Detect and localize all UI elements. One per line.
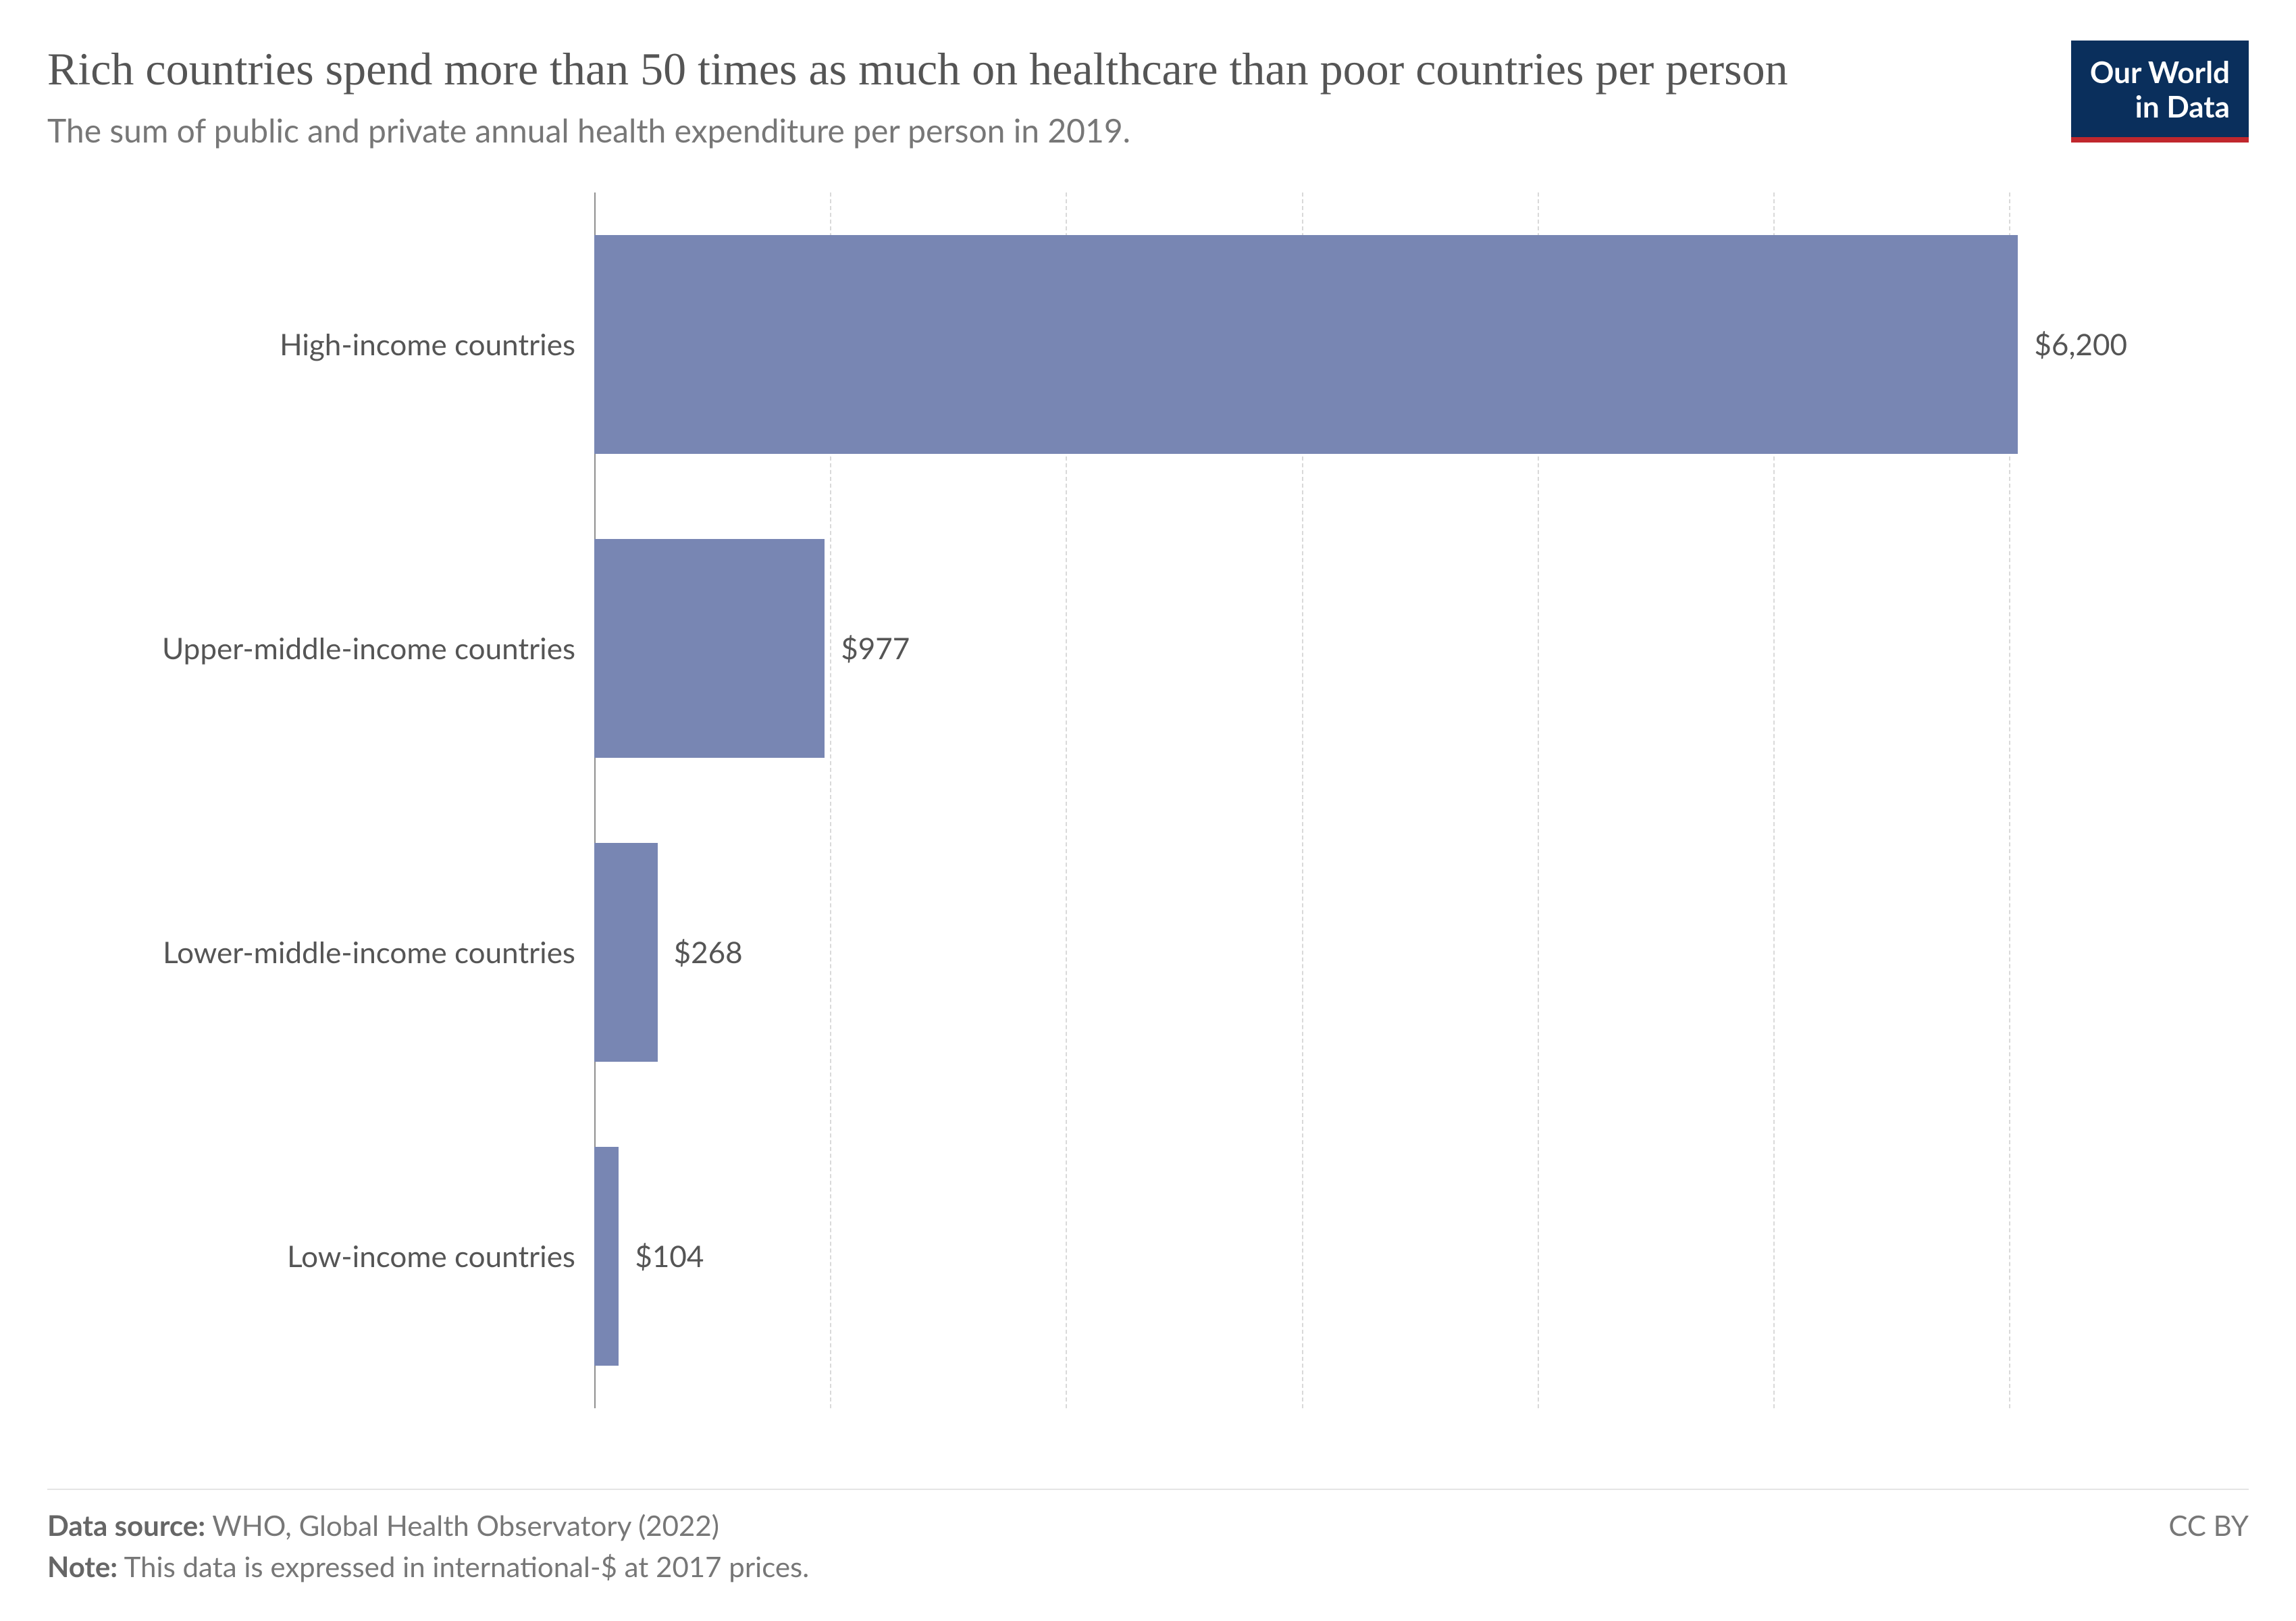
bar-row: High-income countries$6,200 (594, 192, 2127, 496)
logo-line-2: in Data (2090, 90, 2230, 124)
footer-note-text: This data is expressed in international-… (118, 1549, 809, 1583)
footer-note: Note: This data is expressed in internat… (47, 1546, 2141, 1587)
bar (594, 235, 2018, 454)
footer-source: Data source: WHO, Global Health Observat… (47, 1505, 2141, 1546)
value-label: $6,200 (2018, 327, 2127, 362)
bar-row: Upper-middle-income countries$977 (594, 496, 2127, 800)
bar-row: Low-income countries$104 (594, 1104, 2127, 1408)
bars-group: High-income countries$6,200Upper-middle-… (594, 192, 2127, 1408)
bar (594, 843, 658, 1062)
bar (594, 1147, 619, 1366)
value-label: $268 (658, 935, 743, 970)
footer-source-label: Data source: (47, 1508, 205, 1542)
footer-text: Data source: WHO, Global Health Observat… (47, 1505, 2141, 1587)
chart-plot-area: High-income countries$6,200Upper-middle-… (47, 192, 2249, 1408)
license-label: CC BY (2141, 1505, 2249, 1546)
header: Rich countries spend more than 50 times … (47, 41, 2249, 152)
category-label: Upper-middle-income countries (162, 631, 594, 666)
value-label: $977 (825, 631, 910, 666)
title-block: Rich countries spend more than 50 times … (47, 41, 2071, 152)
category-label: Low-income countries (287, 1239, 594, 1274)
chart-subtitle: The sum of public and private annual hea… (47, 110, 2044, 152)
logo-line-1: Our World (2090, 55, 2230, 90)
category-label: Lower-middle-income countries (163, 935, 594, 970)
plot-region: High-income countries$6,200Upper-middle-… (594, 192, 2127, 1408)
category-label: High-income countries (280, 327, 594, 362)
bar (594, 539, 825, 758)
chart-footer: Data source: WHO, Global Health Observat… (47, 1489, 2249, 1587)
owid-logo: Our World in Data (2071, 41, 2249, 143)
bar-row: Lower-middle-income countries$268 (594, 800, 2127, 1104)
chart-title: Rich countries spend more than 50 times … (47, 41, 2044, 98)
footer-source-text: WHO, Global Health Observatory (2022) (205, 1508, 719, 1542)
chart-container: Rich countries spend more than 50 times … (0, 0, 2296, 1621)
footer-note-label: Note: (47, 1549, 118, 1583)
value-label: $104 (619, 1239, 704, 1274)
